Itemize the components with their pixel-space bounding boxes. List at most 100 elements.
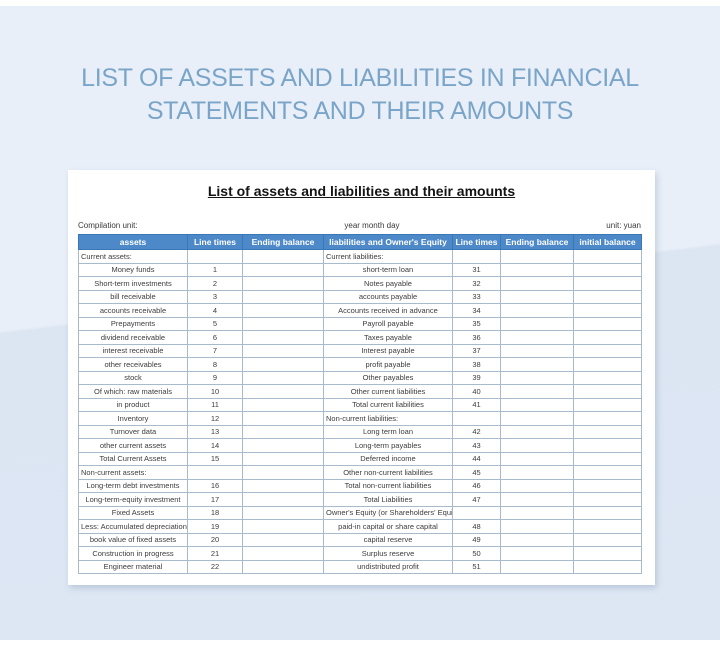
asset-line-cell — [187, 465, 243, 480]
table-row: bill receivable 3 accounts payable 33 — [78, 289, 642, 304]
initial-balance-cell — [573, 384, 642, 399]
asset-name-cell: other current assets — [78, 438, 188, 453]
asset-name-cell: Inventory — [78, 411, 188, 426]
liability-line-cell: 42 — [452, 424, 501, 439]
asset-ending-balance-cell — [242, 397, 324, 412]
liability-name-cell: Current liabilities: — [323, 249, 453, 264]
liability-name-cell: Accounts received in advance — [323, 303, 453, 318]
liability-ending-balance-cell — [500, 492, 574, 507]
liability-name-cell: Total Liabilities — [323, 492, 453, 507]
asset-ending-balance-cell — [242, 478, 324, 493]
asset-line-cell: 13 — [187, 424, 243, 439]
liability-ending-balance-cell — [500, 438, 574, 453]
liability-line-cell: 39 — [452, 370, 501, 385]
table-row: accounts receivable 4 Accounts received in… — [78, 303, 642, 318]
liability-ending-balance-cell — [500, 384, 574, 399]
asset-name-cell: Non-current assets: — [78, 465, 188, 480]
asset-name-cell: dividend receivable — [78, 330, 188, 345]
liability-ending-balance-cell — [500, 276, 574, 291]
initial-balance-cell — [573, 478, 642, 493]
asset-ending-balance-cell — [242, 303, 324, 318]
asset-name-cell: stock — [78, 370, 188, 385]
asset-name-cell: Money funds — [78, 262, 188, 277]
initial-balance-cell — [573, 451, 642, 466]
liability-name-cell: Interest payable — [323, 343, 453, 358]
worksheet-panel: List of assets and liabilities and their… — [68, 170, 655, 585]
asset-ending-balance-cell — [242, 532, 324, 547]
table-row: interest receivable 7 Interest payable 37 — [78, 343, 642, 358]
liability-name-cell: Surplus reserve — [323, 546, 453, 561]
table-row: stock 9 Other payables 39 — [78, 370, 642, 385]
table-row: Construction in progress 21 Surplus reserv… — [78, 546, 642, 561]
liability-name-cell: Other non-current liabilities — [323, 465, 453, 480]
asset-ending-balance-cell — [242, 262, 324, 277]
asset-line-cell: 18 — [187, 505, 243, 520]
asset-line-cell: 8 — [187, 357, 243, 372]
unit-label: unit: yuan — [606, 221, 641, 230]
asset-name-cell: Prepayments — [78, 316, 188, 331]
initial-balance-cell — [573, 397, 642, 412]
table-row: other current assets 14 Long-term payables… — [78, 438, 642, 453]
table-row: Current assets: Current liabilities: — [78, 249, 642, 264]
asset-line-cell: 12 — [187, 411, 243, 426]
initial-balance-cell — [573, 559, 642, 574]
asset-ending-balance-cell — [242, 370, 324, 385]
asset-line-cell: 11 — [187, 397, 243, 412]
liability-line-cell — [452, 249, 501, 264]
asset-name-cell: Total Current Assets — [78, 451, 188, 466]
column-header-ending-balance-left: Ending balance — [242, 234, 324, 250]
table-row: Non-current assets: Other non-current lia… — [78, 465, 642, 480]
column-header-liabilities-equity: liabilities and Owner's Equity — [323, 234, 453, 250]
sheet-meta-row: Compilation unit: year month day unit: y… — [78, 221, 641, 230]
liability-name-cell: Deferred income — [323, 451, 453, 466]
liability-ending-balance-cell — [500, 343, 574, 358]
asset-ending-balance-cell — [242, 424, 324, 439]
initial-balance-cell — [573, 357, 642, 372]
table-row: dividend receivable 6 Taxes payable 36 — [78, 330, 642, 345]
liability-name-cell: Other current liabilities — [323, 384, 453, 399]
asset-line-cell: 6 — [187, 330, 243, 345]
compilation-unit-label: Compilation unit: — [78, 221, 138, 230]
asset-line-cell: 10 — [187, 384, 243, 399]
initial-balance-cell — [573, 519, 642, 534]
column-header-line-times-right: Line times — [452, 234, 501, 250]
asset-name-cell: Of which: raw materials — [78, 384, 188, 399]
initial-balance-cell — [573, 532, 642, 547]
column-header-initial-balance: initial balance — [573, 234, 642, 250]
asset-ending-balance-cell — [242, 559, 324, 574]
table-row: Money funds 1 short-term loan 31 — [78, 262, 642, 277]
initial-balance-cell — [573, 316, 642, 331]
asset-name-cell: in product — [78, 397, 188, 412]
column-header-line-times-left: Line times — [187, 234, 243, 250]
asset-ending-balance-cell — [242, 249, 324, 264]
liability-line-cell — [452, 505, 501, 520]
initial-balance-cell — [573, 546, 642, 561]
column-header-ending-balance-right: Ending balance — [500, 234, 574, 250]
liability-ending-balance-cell — [500, 546, 574, 561]
liability-name-cell: Other payables — [323, 370, 453, 385]
liability-line-cell: 43 — [452, 438, 501, 453]
liability-name-cell: Total current liabilities — [323, 397, 453, 412]
initial-balance-cell — [573, 249, 642, 264]
asset-ending-balance-cell — [242, 546, 324, 561]
liability-line-cell: 51 — [452, 559, 501, 574]
liability-ending-balance-cell — [500, 330, 574, 345]
liability-ending-balance-cell — [500, 519, 574, 534]
liability-ending-balance-cell — [500, 397, 574, 412]
liability-line-cell: 45 — [452, 465, 501, 480]
liability-line-cell: 31 — [452, 262, 501, 277]
table-row: Less: Accumulated depreciation 19 paid-in … — [78, 519, 642, 534]
table-row: Fixed Assets 18 Owner's Equity (or Shareho… — [78, 505, 642, 520]
liability-line-cell: 35 — [452, 316, 501, 331]
table-row: Of which: raw materials 10 Other current l… — [78, 384, 642, 399]
initial-balance-cell — [573, 465, 642, 480]
table-row: in product 11 Total current liabilities 41 — [78, 397, 642, 412]
liability-name-cell: Taxes payable — [323, 330, 453, 345]
liability-line-cell: 34 — [452, 303, 501, 318]
column-header-assets: assets — [78, 234, 188, 250]
asset-name-cell: bill receivable — [78, 289, 188, 304]
liability-name-cell: profit payable — [323, 357, 453, 372]
asset-name-cell: Long-term-equity investment — [78, 492, 188, 507]
asset-line-cell: 1 — [187, 262, 243, 277]
liability-line-cell: 40 — [452, 384, 501, 399]
